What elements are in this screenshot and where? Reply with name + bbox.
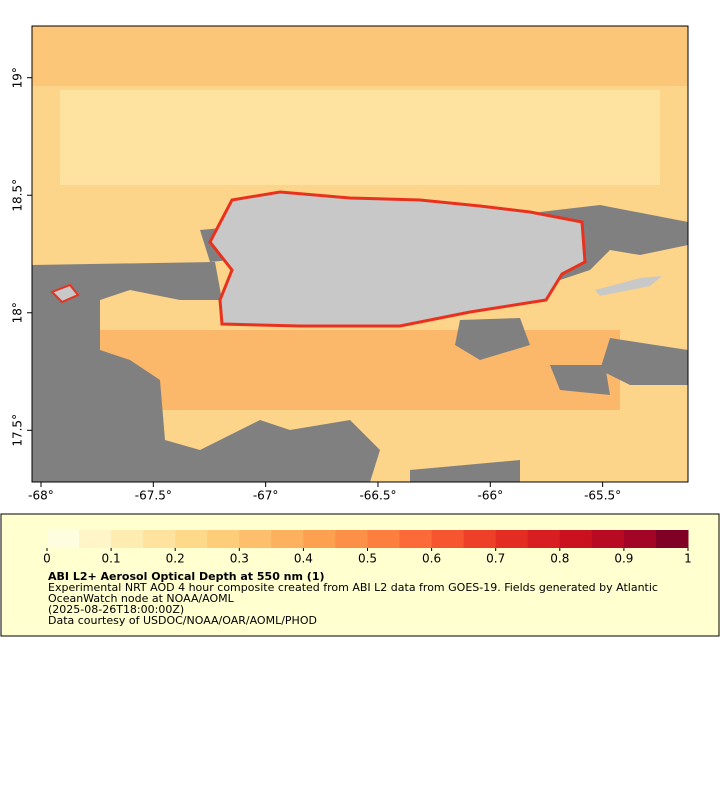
- aod-patch: [100, 330, 620, 410]
- colorbar-tick-label: 1: [684, 552, 692, 566]
- no-data-area: [455, 318, 530, 360]
- caption-description: Experimental NRT AOD 4 hour composite cr…: [48, 581, 658, 605]
- x-tick-label: -68°: [28, 489, 54, 503]
- caption: ABI L2+ Aerosol Optical Depth at 550 nm …: [48, 571, 698, 626]
- y-tick-label: 17.5°: [11, 414, 25, 447]
- colorbar-swatch: [655, 530, 689, 548]
- colorbar-swatch: [463, 530, 497, 548]
- colorbar-swatch: [591, 530, 625, 548]
- land-mask: [595, 276, 662, 296]
- colorbar-swatch: [399, 530, 433, 548]
- colorbar-swatch: [335, 530, 368, 548]
- colorbar-tick-label: 0.6: [422, 552, 441, 566]
- colorbar-swatch: [303, 530, 336, 548]
- colorbar-swatch: [111, 530, 144, 548]
- land-mask: [50, 283, 80, 304]
- x-tick-label: -65.5°: [584, 489, 621, 503]
- colorbar-swatch: [239, 530, 272, 548]
- x-tick-label: -67°: [253, 489, 279, 503]
- map-field: [31, 25, 689, 483]
- caption-title: ABI L2+ Aerosol Optical Depth at 550 nm …: [48, 570, 325, 583]
- colorbar-tick-label: 0.7: [486, 552, 505, 566]
- colorbar-tick-label: 0.2: [166, 552, 185, 566]
- colorbar-tick-label: 0.1: [102, 552, 121, 566]
- colorbar-swatch: [207, 530, 240, 548]
- x-tick-label: -67.5°: [135, 489, 172, 503]
- colorbar-tick-label: 0.4: [294, 552, 313, 566]
- x-tick-label: -66.5°: [359, 489, 396, 503]
- y-tick-label: 19°: [11, 67, 25, 88]
- colorbar-tick-label: 0.8: [550, 552, 569, 566]
- aod-patch: [60, 90, 660, 185]
- colorbar-swatch: [559, 530, 593, 548]
- aod-patch: [32, 26, 688, 86]
- colorbar-tick-label: 0.9: [614, 552, 633, 566]
- colorbar-tick-label: 0.5: [358, 552, 377, 566]
- colorbar-swatch: [175, 530, 208, 548]
- caption-timestamp: (2025-08-26T18:00:00Z): [48, 603, 185, 616]
- no-data-area: [550, 365, 610, 395]
- colorbar-swatch: [431, 530, 465, 548]
- colorbar-swatch: [527, 530, 561, 548]
- land-mask: [208, 190, 587, 328]
- colorbar-swatch: [143, 530, 176, 548]
- colorbar-swatch: [367, 530, 401, 548]
- colorbar-tick-label: 0: [43, 552, 51, 566]
- caption-credit: Data courtesy of USDOC/NOAA/OAR/AOML/PHO…: [48, 614, 317, 627]
- map-frame: [31, 25, 689, 483]
- no-data-area: [32, 262, 380, 482]
- no-data-area: [410, 460, 520, 482]
- colorbar-swatch: [271, 530, 304, 548]
- colorbar-swatch: [623, 530, 657, 548]
- colorbar-tick-label: 0.3: [230, 552, 249, 566]
- colorbar-swatch: [79, 530, 112, 548]
- no-data-area: [600, 338, 688, 385]
- y-tick-label: 18°: [11, 302, 25, 323]
- colorbar-swatch: [47, 530, 80, 548]
- colorbar-swatch: [495, 530, 529, 548]
- y-tick-label: 18.5°: [11, 179, 25, 212]
- x-tick-label: -66°: [477, 489, 503, 503]
